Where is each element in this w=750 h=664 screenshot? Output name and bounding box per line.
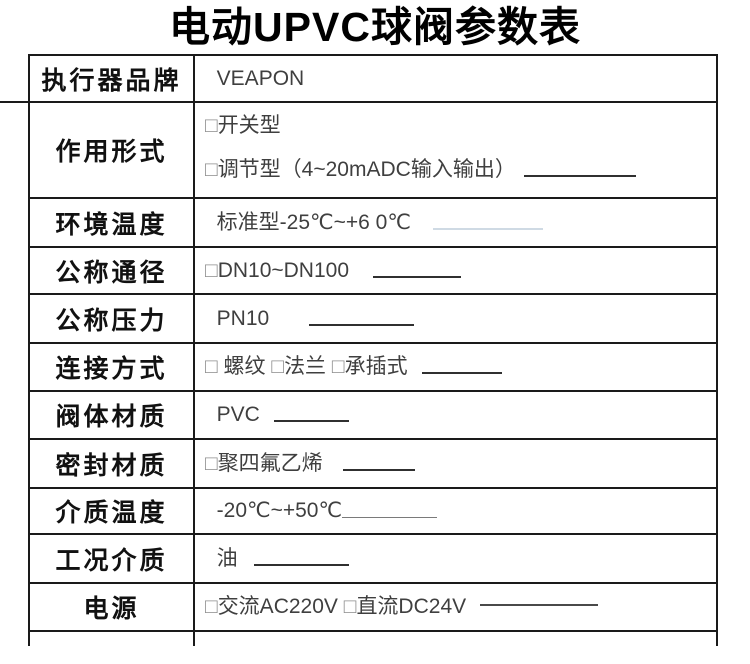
fill-in-underline (342, 517, 438, 518)
table-row: 电源 □交流AC220V □直流DC24V (30, 582, 716, 630)
table-row: 介质温度 -20℃~+50℃ (30, 487, 716, 533)
border-stub-right (716, 632, 718, 646)
value-text: 油 (205, 546, 238, 570)
checkbox-icon: □ (343, 595, 357, 618)
value-text: 螺纹 (223, 355, 272, 378)
fill-in-underline (432, 227, 543, 230)
table-row: 环境温度 标准型-25℃~+6 0℃ (30, 197, 716, 246)
value-line: PVC (205, 400, 716, 430)
row-label: 公称压力 (30, 295, 195, 342)
row-value: -20℃~+50℃ (195, 489, 716, 533)
row-value: PVC (195, 392, 716, 438)
value-text: VEAPON (205, 66, 305, 90)
value-text: -20℃~+50℃ (205, 499, 343, 522)
border-stub-left (28, 632, 30, 646)
fill-in-underline (373, 275, 462, 278)
fill-in-underline (342, 468, 415, 471)
value-line: □交流AC220V □直流DC24V (205, 592, 716, 622)
row-value: 标准型-25℃~+6 0℃ (195, 199, 716, 246)
value-line: □聚四氟乙烯 (205, 449, 716, 479)
value-text: 聚四氟乙烯 (217, 451, 323, 475)
row-value: PN10 (195, 295, 716, 342)
table-row: 连接方式 □ 螺纹 □法兰 □承插式 (30, 342, 716, 390)
table-row: 工况介质 油 (30, 533, 716, 582)
row-label: 阀体材质 (30, 392, 195, 438)
page-title: 电动UPVC球阀参数表 (169, 4, 581, 50)
row-value: □DN10~DN100 (195, 248, 716, 293)
checkbox-icon: □ (205, 355, 224, 378)
row-value: □交流AC220V □直流DC24V (195, 584, 716, 630)
value-line: □调节型（4~20mADC输入输出） (205, 155, 716, 185)
value-text: 法兰 (284, 355, 332, 378)
checkbox-icon: □ (205, 114, 218, 137)
table-row: 执行器品牌 VEAPON (30, 56, 716, 101)
fill-in-underline (480, 604, 599, 606)
row-label: 连接方式 (30, 344, 195, 390)
checkbox-icon: □ (205, 258, 218, 282)
value-text: 调节型（4~20mADC输入输出） (217, 158, 516, 181)
row-value: VEAPON (195, 56, 716, 101)
checkbox-icon: □ (205, 158, 218, 181)
value-line: □开关型 (205, 111, 716, 141)
value-text: 承插式 (344, 355, 408, 378)
table-row: 作用形式 □开关型 □调节型（4~20mADC输入输出） (30, 101, 716, 197)
row-label: 执行器品牌 (30, 56, 195, 101)
row-label: 环境温度 (30, 199, 195, 246)
row-value: □ 螺纹 □法兰 □承插式 (195, 344, 716, 390)
fill-in-underline (523, 175, 636, 177)
fill-in-underline (421, 372, 502, 374)
value-text: PVC (205, 403, 260, 426)
row-value: 油 (195, 535, 716, 582)
value-line: 标准型-25℃~+6 0℃ (205, 208, 716, 238)
table-row: 阀体材质 PVC (30, 390, 716, 438)
value-text: 开关型 (217, 114, 281, 137)
value-text: 标准型-25℃~+6 0℃ (205, 210, 411, 234)
spec-table: 执行器品牌 VEAPON 作用形式 □开关型 □调节型（4~20mADC输入输出） 环境… (28, 54, 718, 632)
fill-in-underline (309, 323, 415, 326)
value-line: □DN10~DN100 (205, 256, 716, 286)
value-line: PN10 (205, 304, 716, 334)
table-row: 公称通径 □DN10~DN100 (30, 246, 716, 293)
row-label: 工况介质 (30, 535, 195, 582)
value-line: 油 (205, 544, 716, 574)
value-text: 直流DC24V (356, 595, 467, 618)
checkbox-icon: □ (271, 355, 285, 378)
value-text: 交流AC220V (217, 595, 344, 618)
value-line: □ 螺纹 □法兰 □承插式 (205, 352, 716, 382)
checkbox-icon: □ (205, 451, 218, 475)
fill-in-underline (273, 420, 349, 422)
row-label: 密封材质 (30, 440, 195, 487)
row-label: 介质温度 (30, 489, 195, 533)
row-value: □聚四氟乙烯 (195, 440, 716, 487)
row-label: 电源 (30, 584, 195, 630)
checkbox-icon: □ (205, 595, 218, 618)
value-line: VEAPON (205, 64, 716, 94)
row-label: 公称通径 (30, 248, 195, 293)
value-text: DN10~DN100 (217, 258, 350, 282)
scan-artifact-line (0, 101, 28, 103)
row-label: 作用形式 (30, 103, 195, 197)
border-stub-divider (193, 632, 195, 646)
table-row: 公称压力 PN10 (30, 293, 716, 342)
value-text: PN10 (205, 306, 270, 330)
checkbox-icon: □ (331, 355, 345, 378)
fill-in-underline (253, 563, 349, 566)
value-line: -20℃~+50℃ (205, 496, 716, 526)
table-row: 密封材质 □聚四氟乙烯 (30, 438, 716, 487)
row-value: □开关型 □调节型（4~20mADC输入输出） (195, 103, 716, 197)
